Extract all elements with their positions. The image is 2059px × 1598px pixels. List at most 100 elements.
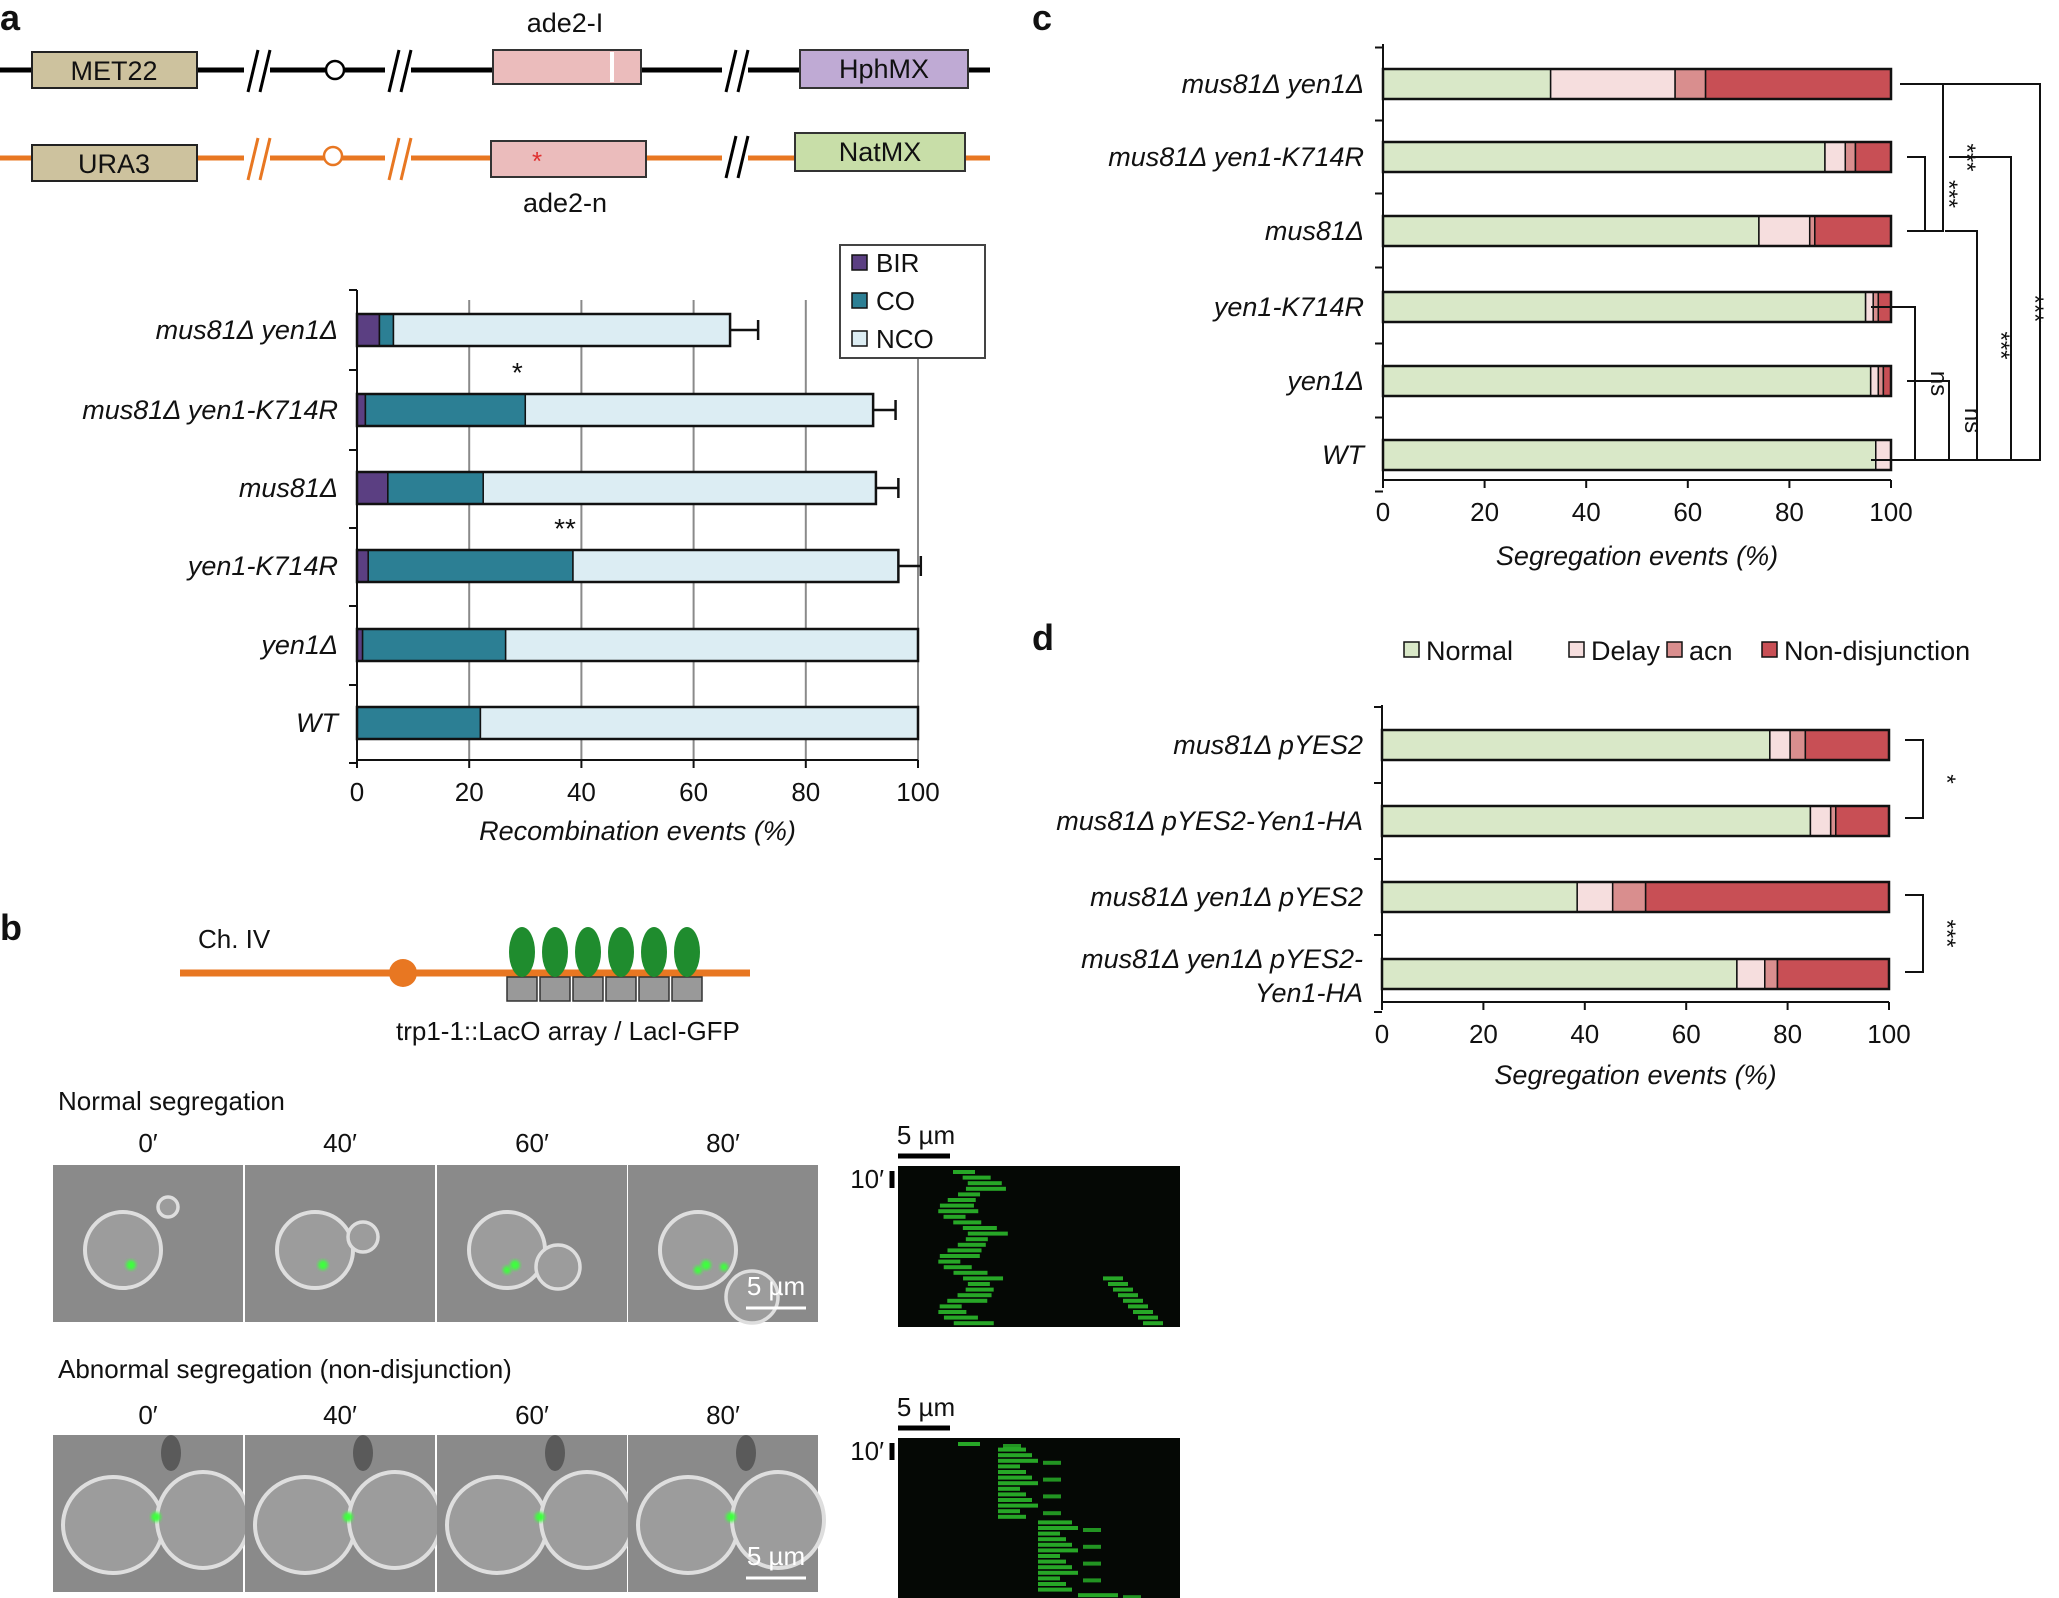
bar-segment-nco — [482, 471, 877, 505]
significance-label: ns — [1959, 408, 1986, 433]
gfp-dot — [510, 1260, 520, 1270]
ade2-n-mutation-star: * — [532, 146, 542, 176]
category-label: mus81Δ — [1265, 216, 1364, 246]
x-tick-label: 40 — [1570, 1019, 1599, 1049]
kymo-signal — [939, 1254, 980, 1258]
bar-segment-nco — [479, 706, 919, 740]
gfp-dot — [151, 1512, 161, 1522]
bar-segment-co — [387, 471, 484, 505]
kymo-signal — [943, 1315, 978, 1320]
x-axis-label: Recombination events (%) — [479, 816, 796, 846]
hphmx-box — [799, 49, 969, 89]
bar-outline — [1380, 957, 1891, 991]
debris — [353, 1435, 373, 1471]
yeast-cell — [445, 1475, 549, 1575]
category-label: mus81Δ yen1Δ — [156, 315, 338, 345]
construct-bottom: URA3 * ade2-n NatMX — [0, 132, 990, 218]
bar-segment-co — [364, 393, 527, 427]
kymo-signal — [958, 1192, 981, 1197]
break-mark — [244, 49, 272, 93]
legend-label: Normal — [1426, 636, 1513, 666]
kymo-signal — [998, 1514, 1026, 1519]
bar-segment-non-disjunction — [1814, 215, 1892, 247]
kymograph — [898, 1166, 1180, 1327]
micrograph-frame — [628, 1165, 818, 1325]
bar-outline — [1380, 804, 1891, 838]
x-tick-label: 80 — [1775, 497, 1804, 527]
time-label: 80′ — [706, 1128, 740, 1158]
bar-segment-delay — [1875, 439, 1892, 471]
yeast-bud — [155, 1470, 251, 1570]
laci-gfp-marker — [575, 927, 601, 977]
kymo-signal — [939, 1203, 974, 1208]
kymo-signal — [998, 1492, 1026, 1497]
x-tick-label: 40 — [567, 777, 596, 807]
bar-segment-bir — [356, 471, 389, 505]
kymo-signal — [953, 1270, 988, 1275]
gfp-dot — [126, 1260, 136, 1270]
bar-segment-normal — [1382, 141, 1826, 173]
bar-outline — [1380, 880, 1891, 914]
construct-top: MET22 ade2-I HphMX — [0, 8, 990, 93]
kymo-signal — [1043, 1460, 1061, 1465]
chromosome-iv-diagram: Ch. IV trp1-1::LacO array / LacI-GFP — [180, 924, 750, 1046]
ade2-n-box — [490, 140, 647, 178]
kymo-signal — [1128, 1304, 1148, 1309]
laco-repeat — [572, 976, 604, 1002]
kymo-signal — [967, 1181, 1002, 1186]
yeast-cell — [636, 1475, 740, 1575]
x-axis-label: Segregation events (%) — [1496, 541, 1778, 571]
laco-repeat — [671, 976, 703, 1002]
significance-label: *** — [1933, 919, 1960, 947]
bar-segment-delay — [1576, 881, 1614, 913]
normal-segregation-title: Normal segregation — [58, 1086, 285, 1116]
legend-label: NCO — [876, 324, 934, 354]
bar-segment-normal — [1382, 365, 1872, 397]
kymo-signal — [957, 1242, 986, 1247]
kymo-signal — [1038, 1576, 1060, 1581]
legend-swatch — [1761, 641, 1778, 658]
laci-gfp-marker — [542, 927, 568, 977]
kymo-signal — [998, 1481, 1038, 1486]
bar-segment-non-disjunction — [1854, 141, 1892, 173]
bar-segment-delay — [1736, 958, 1766, 990]
x-tick-label: 100 — [896, 777, 939, 807]
x-tick-label: 100 — [1867, 1019, 1910, 1049]
yeast-cell — [658, 1210, 738, 1290]
kymo-signal — [1108, 1282, 1128, 1286]
bar-segment-acn — [1877, 365, 1885, 397]
yeast-cell — [275, 1210, 355, 1290]
debris — [545, 1435, 565, 1471]
kymo-signal — [938, 1259, 961, 1264]
kymo-signal — [1038, 1537, 1066, 1542]
gfp-dot — [720, 1263, 728, 1271]
array-label: trp1-1::LacO array / LacI-GFP — [396, 1016, 740, 1046]
kymo-time-label: 10′ — [850, 1164, 884, 1194]
kymo-signal — [938, 1310, 967, 1314]
kymo-signal — [953, 1321, 994, 1326]
time-label: 80′ — [706, 1400, 740, 1430]
kymo-signal — [998, 1470, 1026, 1474]
yeast-bud — [534, 1243, 582, 1291]
kymo-signal — [998, 1498, 1032, 1502]
break-mark — [385, 49, 413, 93]
kymo-scale-label: 5 µm — [897, 1392, 955, 1422]
micrograph-frame — [53, 1435, 251, 1592]
kymo-signal — [1118, 1293, 1138, 1298]
bar-segment-normal — [1381, 805, 1812, 837]
legend-swatch — [851, 292, 868, 309]
kymo-signal — [1038, 1582, 1066, 1586]
time-label: 0′ — [138, 1128, 157, 1158]
micrograph-frame — [628, 1435, 826, 1592]
significance-label: *** — [1935, 180, 1962, 208]
kymo-signal — [1038, 1570, 1078, 1575]
bar-outline — [355, 627, 920, 663]
kymo-signal — [962, 1175, 991, 1180]
x-tick-label: 80 — [791, 777, 820, 807]
kymo-signal — [998, 1453, 1032, 1458]
bar-segment-normal — [1382, 215, 1760, 247]
centromere-marker — [324, 59, 346, 81]
legend-label: CO — [876, 286, 915, 316]
debris — [736, 1435, 756, 1471]
kymo-signal — [1038, 1520, 1072, 1525]
